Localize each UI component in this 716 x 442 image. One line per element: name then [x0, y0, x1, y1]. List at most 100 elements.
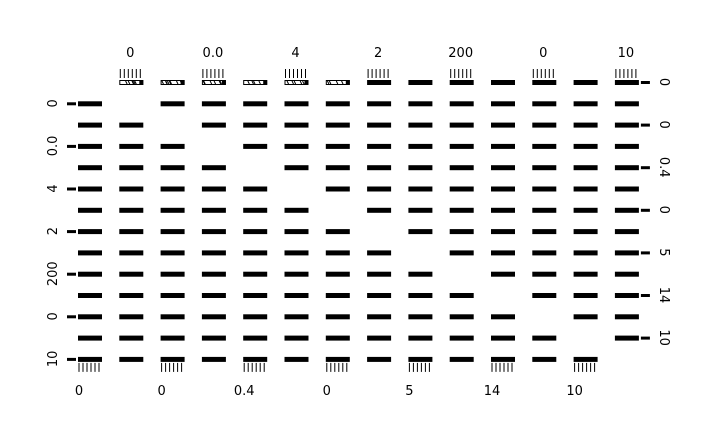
panel-r10-c7 [367, 293, 392, 298]
panel-r4-c13 [614, 165, 639, 171]
panel-mark [614, 250, 639, 256]
panel-r6-c10 [491, 207, 515, 213]
panel-r11-c0 [78, 314, 102, 320]
panel-r6-c5 [284, 207, 309, 213]
panel-point [219, 80, 222, 85]
panel-mark [449, 101, 474, 107]
panel-mark [532, 335, 557, 341]
panel-mark [367, 165, 392, 171]
panel-mark [449, 143, 474, 149]
panel-r10-c8 [408, 293, 433, 298]
panel-r1-c6 [325, 101, 350, 107]
panel-point [286, 80, 289, 85]
panel-mark [614, 101, 639, 107]
panel-mark [160, 314, 185, 320]
panel-mark [367, 335, 392, 341]
panel-r12-c8 [408, 335, 433, 341]
panel-mark [201, 271, 226, 277]
panel-mark [284, 271, 309, 277]
panel-point [326, 80, 330, 85]
panel-mark [614, 314, 639, 320]
y-ticks-row-1 [67, 102, 76, 106]
panel-mark [367, 122, 392, 128]
panel-mark [78, 314, 102, 320]
panel-point [161, 80, 164, 85]
panel-r10-c13 [614, 293, 639, 298]
panel-mark [345, 80, 350, 85]
panel-mark [284, 314, 309, 320]
panel-mark [614, 207, 639, 213]
panel-point [176, 80, 179, 85]
panel-r9-c7 [367, 271, 392, 277]
left-tick-label: 4 [46, 184, 61, 192]
panel-r3-c0 [78, 143, 102, 149]
panel-r8-c1 [119, 250, 144, 256]
left-tick-label: 0.0 [46, 136, 61, 157]
panel-mark [614, 165, 639, 171]
panel-r11-c7 [367, 314, 392, 320]
panel-r3-c6 [325, 143, 350, 149]
panel-mark [449, 335, 474, 341]
panel-r8-c2 [160, 250, 185, 256]
panel-r2-c7 [367, 122, 392, 128]
tick-marks [67, 69, 650, 372]
x-ticks-col-6 [326, 362, 348, 372]
panel-mark [491, 229, 515, 235]
panel-mark [160, 271, 185, 277]
panel-r13-c1 [119, 356, 144, 362]
panel-r9-c1 [119, 271, 144, 277]
panel-mark [78, 101, 102, 107]
panel-mark [408, 186, 433, 192]
panel-r1-c12 [573, 101, 598, 107]
panel-mark [78, 186, 102, 192]
panel-mark [119, 122, 144, 128]
panel-r1-c2 [160, 101, 185, 107]
panel-r7-c10 [491, 229, 515, 235]
panel-r1-c11 [532, 101, 557, 107]
panel-r7-c3 [201, 229, 226, 235]
panel-r13-c4 [243, 356, 268, 362]
panel-r9-c5 [284, 271, 309, 277]
panel-r6-c3 [201, 207, 226, 213]
panel-r2-c10 [491, 122, 515, 128]
bottom-tick-label: 10 [566, 384, 583, 399]
top-tick-label: 2 [374, 46, 382, 61]
panel-mark [119, 207, 144, 213]
panel-r13-c5 [284, 356, 309, 362]
y-ticks-row-5 [67, 187, 76, 191]
panel-r0-c8 [408, 80, 433, 85]
panel-mark [532, 101, 557, 107]
panel-r13-c0 [78, 356, 102, 362]
panel-mark [367, 186, 392, 192]
panel-mark [243, 101, 268, 107]
panel-mark [573, 229, 598, 235]
panel-mark [243, 186, 268, 192]
panel-point [251, 80, 254, 85]
panel-r4-c11 [532, 165, 557, 171]
panel-point [131, 80, 135, 85]
panel-mark [491, 207, 515, 213]
panel-r13-c11 [532, 356, 557, 362]
panel-r8-c11 [532, 250, 557, 256]
panel-mark [449, 314, 474, 320]
panel-mark [614, 80, 639, 85]
right-tick-label: 0 [656, 78, 671, 86]
panel-mark [325, 314, 350, 320]
panel-r4-c10 [491, 165, 515, 171]
panel-mark [367, 207, 392, 213]
panel-r11-c12 [573, 314, 598, 320]
panel-r12-c6 [325, 335, 350, 341]
tick [640, 294, 650, 297]
panel-mark [408, 229, 433, 235]
panel-r3-c9 [449, 143, 474, 149]
panel-mark [532, 293, 557, 298]
panel-mark [408, 293, 433, 298]
panel-r1-c7 [367, 101, 392, 107]
x-ticks-col-2 [161, 362, 183, 372]
y-ticks-row-6 [640, 208, 650, 212]
panel-r5-c0 [78, 186, 102, 192]
panel-point [133, 80, 136, 85]
bottom-tick-label: 0 [323, 384, 331, 399]
top-tick-label: 10 [618, 46, 635, 61]
panel-mark [284, 335, 309, 341]
